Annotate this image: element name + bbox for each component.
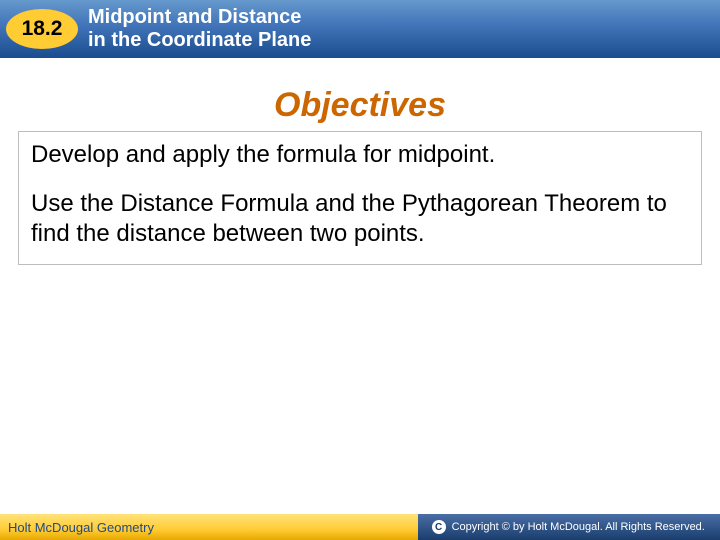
objective-item: Develop and apply the formula for midpoi… <box>31 140 689 171</box>
copyright-icon: C <box>432 520 446 534</box>
title-line-2: in the Coordinate Plane <box>88 29 311 52</box>
slide-title: Midpoint and Distance in the Coordinate … <box>88 6 311 52</box>
footer-left: Holt McDougal Geometry <box>0 514 418 540</box>
title-line-1: Midpoint and Distance <box>88 6 311 29</box>
section-number-badge: 18.2 <box>6 9 78 49</box>
footer-right: C Copyright © by Holt McDougal. All Righ… <box>418 514 720 540</box>
section-number: 18.2 <box>22 17 63 41</box>
slide-footer: Holt McDougal Geometry C Copyright © by … <box>0 514 720 540</box>
copyright-text: Copyright © by Holt McDougal. All Rights… <box>452 521 705 533</box>
objectives-box: Develop and apply the formula for midpoi… <box>18 131 702 265</box>
objectives-heading: Objectives <box>0 86 720 125</box>
slide-header: 18.2 Midpoint and Distance in the Coordi… <box>0 0 720 58</box>
objective-item: Use the Distance Formula and the Pythago… <box>31 189 689 250</box>
footer-book-title: Holt McDougal Geometry <box>8 520 154 535</box>
